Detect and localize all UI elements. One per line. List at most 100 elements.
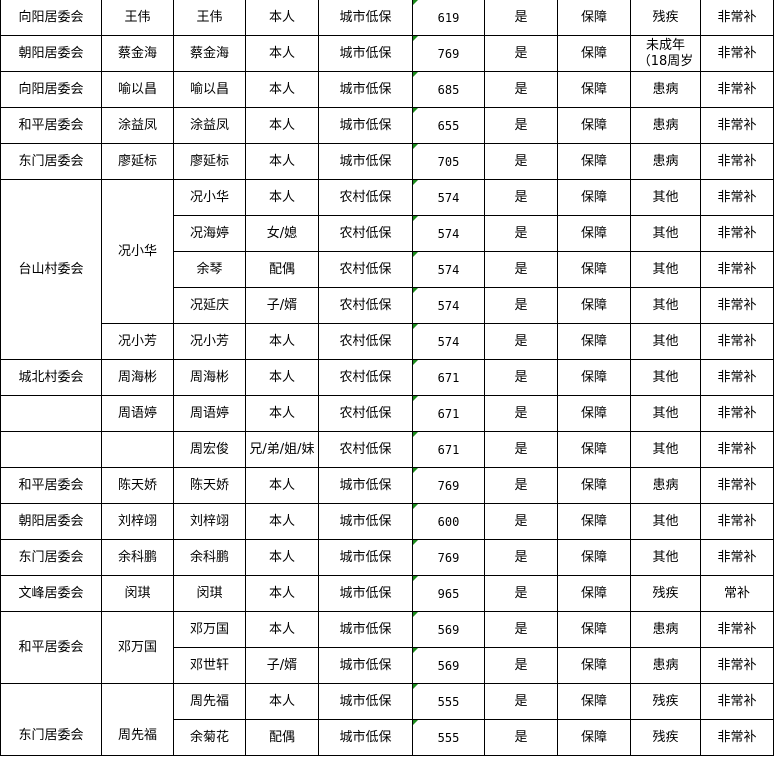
assistance-type-cell[interactable]: 农村低保 xyxy=(318,215,413,252)
assistance-type-cell[interactable]: 农村低保 xyxy=(318,359,413,396)
member-name-cell[interactable]: 周海彬 xyxy=(173,359,246,396)
relation-cell[interactable]: 配偶 xyxy=(245,719,319,756)
relation-cell[interactable]: 本人 xyxy=(245,467,319,504)
relation-cell[interactable]: 女/媳 xyxy=(245,215,319,252)
assistance-type-cell[interactable]: 农村低保 xyxy=(318,323,413,360)
category-cell[interactable]: 保障 xyxy=(557,107,631,144)
amount-cell[interactable]: 671 xyxy=(412,395,485,432)
member-name-cell[interactable]: 况延庆 xyxy=(173,287,246,324)
reason-cell[interactable]: 其他 xyxy=(630,539,701,576)
subsidy-type-cell[interactable]: 非常补 xyxy=(700,215,774,252)
amount-cell[interactable]: 600 xyxy=(412,503,485,540)
flag-cell[interactable]: 是 xyxy=(484,0,558,36)
relation-cell[interactable]: 本人 xyxy=(245,179,319,216)
relation-cell[interactable]: 本人 xyxy=(245,575,319,612)
flag-cell[interactable]: 是 xyxy=(484,143,558,180)
committee-cell[interactable]: 和平居委会 xyxy=(0,107,102,144)
flag-cell[interactable]: 是 xyxy=(484,251,558,288)
reason-cell[interactable]: 其他 xyxy=(630,503,701,540)
amount-cell[interactable]: 555 xyxy=(412,719,485,756)
member-name-cell[interactable]: 王伟 xyxy=(173,0,246,36)
category-cell[interactable]: 保障 xyxy=(557,395,631,432)
committee-cell[interactable]: 城北村委会 xyxy=(0,359,102,396)
member-name-cell[interactable]: 闵琪 xyxy=(173,575,246,612)
subsidy-type-cell[interactable]: 非常补 xyxy=(700,539,774,576)
subsidy-type-cell[interactable]: 非常补 xyxy=(700,395,774,432)
reason-cell[interactable]: 患病 xyxy=(630,143,701,180)
household-head-cell[interactable]: 陈天娇 xyxy=(101,467,174,504)
flag-cell[interactable]: 是 xyxy=(484,719,558,756)
relation-cell[interactable]: 配偶 xyxy=(245,251,319,288)
flag-cell[interactable]: 是 xyxy=(484,35,558,72)
member-name-cell[interactable]: 邓万国 xyxy=(173,611,246,648)
category-cell[interactable]: 保障 xyxy=(557,215,631,252)
relation-cell[interactable]: 本人 xyxy=(245,611,319,648)
category-cell[interactable]: 保障 xyxy=(557,0,631,36)
flag-cell[interactable]: 是 xyxy=(484,683,558,720)
flag-cell[interactable]: 是 xyxy=(484,395,558,432)
household-head-cell[interactable]: 蔡金海 xyxy=(101,35,174,72)
assistance-type-cell[interactable]: 城市低保 xyxy=(318,0,413,36)
reason-cell[interactable]: 患病 xyxy=(630,647,701,684)
household-head-cell[interactable]: 余科鹏 xyxy=(101,539,174,576)
committee-cell[interactable]: 向阳居委会 xyxy=(0,71,102,108)
member-name-cell[interactable]: 涂益凤 xyxy=(173,107,246,144)
flag-cell[interactable]: 是 xyxy=(484,179,558,216)
member-name-cell[interactable]: 况小华 xyxy=(173,179,246,216)
reason-cell[interactable]: 残疾 xyxy=(630,719,701,756)
category-cell[interactable]: 保障 xyxy=(557,359,631,396)
amount-cell[interactable]: 574 xyxy=(412,179,485,216)
flag-cell[interactable]: 是 xyxy=(484,467,558,504)
amount-cell[interactable]: 769 xyxy=(412,539,485,576)
committee-cell[interactable]: 文峰居委会 xyxy=(0,575,102,612)
amount-cell[interactable]: 574 xyxy=(412,251,485,288)
household-head-cell[interactable]: 王伟 xyxy=(101,0,174,36)
reason-cell[interactable]: 其他 xyxy=(630,431,701,468)
category-cell[interactable]: 保障 xyxy=(557,683,631,720)
assistance-type-cell[interactable]: 城市低保 xyxy=(318,575,413,612)
household-head-cell[interactable]: 闵琪 xyxy=(101,575,174,612)
category-cell[interactable]: 保障 xyxy=(557,611,631,648)
amount-cell[interactable]: 965 xyxy=(412,575,485,612)
subsidy-type-cell[interactable]: 非常补 xyxy=(700,71,774,108)
household-head-cell[interactable]: 周先福 xyxy=(101,683,174,756)
flag-cell[interactable]: 是 xyxy=(484,107,558,144)
subsidy-type-cell[interactable]: 非常补 xyxy=(700,35,774,72)
member-name-cell[interactable]: 廖延标 xyxy=(173,143,246,180)
assistance-type-cell[interactable]: 农村低保 xyxy=(318,251,413,288)
committee-cell[interactable] xyxy=(0,431,102,468)
relation-cell[interactable]: 兄/弟/姐/妹 xyxy=(245,431,319,468)
category-cell[interactable]: 保障 xyxy=(557,647,631,684)
subsidy-type-cell[interactable]: 非常补 xyxy=(700,323,774,360)
household-head-cell[interactable]: 廖延标 xyxy=(101,143,174,180)
reason-cell[interactable]: 其他 xyxy=(630,251,701,288)
member-name-cell[interactable]: 周语婷 xyxy=(173,395,246,432)
amount-cell[interactable]: 769 xyxy=(412,35,485,72)
reason-cell[interactable]: 其他 xyxy=(630,359,701,396)
amount-cell[interactable]: 671 xyxy=(412,431,485,468)
member-name-cell[interactable]: 周先福 xyxy=(173,683,246,720)
category-cell[interactable]: 保障 xyxy=(557,143,631,180)
amount-cell[interactable]: 574 xyxy=(412,215,485,252)
flag-cell[interactable]: 是 xyxy=(484,287,558,324)
committee-cell[interactable]: 东门居委会 xyxy=(0,539,102,576)
amount-cell[interactable]: 574 xyxy=(412,287,485,324)
flag-cell[interactable]: 是 xyxy=(484,539,558,576)
amount-cell[interactable]: 655 xyxy=(412,107,485,144)
amount-cell[interactable]: 705 xyxy=(412,143,485,180)
category-cell[interactable]: 保障 xyxy=(557,467,631,504)
subsidy-type-cell[interactable]: 非常补 xyxy=(700,251,774,288)
reason-cell[interactable]: 其他 xyxy=(630,287,701,324)
relation-cell[interactable]: 本人 xyxy=(245,395,319,432)
member-name-cell[interactable]: 邓世轩 xyxy=(173,647,246,684)
relation-cell[interactable]: 本人 xyxy=(245,683,319,720)
amount-cell[interactable]: 569 xyxy=(412,611,485,648)
assistance-type-cell[interactable]: 城市低保 xyxy=(318,467,413,504)
subsidy-type-cell[interactable]: 非常补 xyxy=(700,107,774,144)
amount-cell[interactable]: 619 xyxy=(412,0,485,36)
assistance-type-cell[interactable]: 城市低保 xyxy=(318,71,413,108)
assistance-type-cell[interactable]: 城市低保 xyxy=(318,611,413,648)
assistance-type-cell[interactable]: 城市低保 xyxy=(318,719,413,756)
member-name-cell[interactable]: 喻以昌 xyxy=(173,71,246,108)
subsidy-type-cell[interactable]: 非常补 xyxy=(700,179,774,216)
